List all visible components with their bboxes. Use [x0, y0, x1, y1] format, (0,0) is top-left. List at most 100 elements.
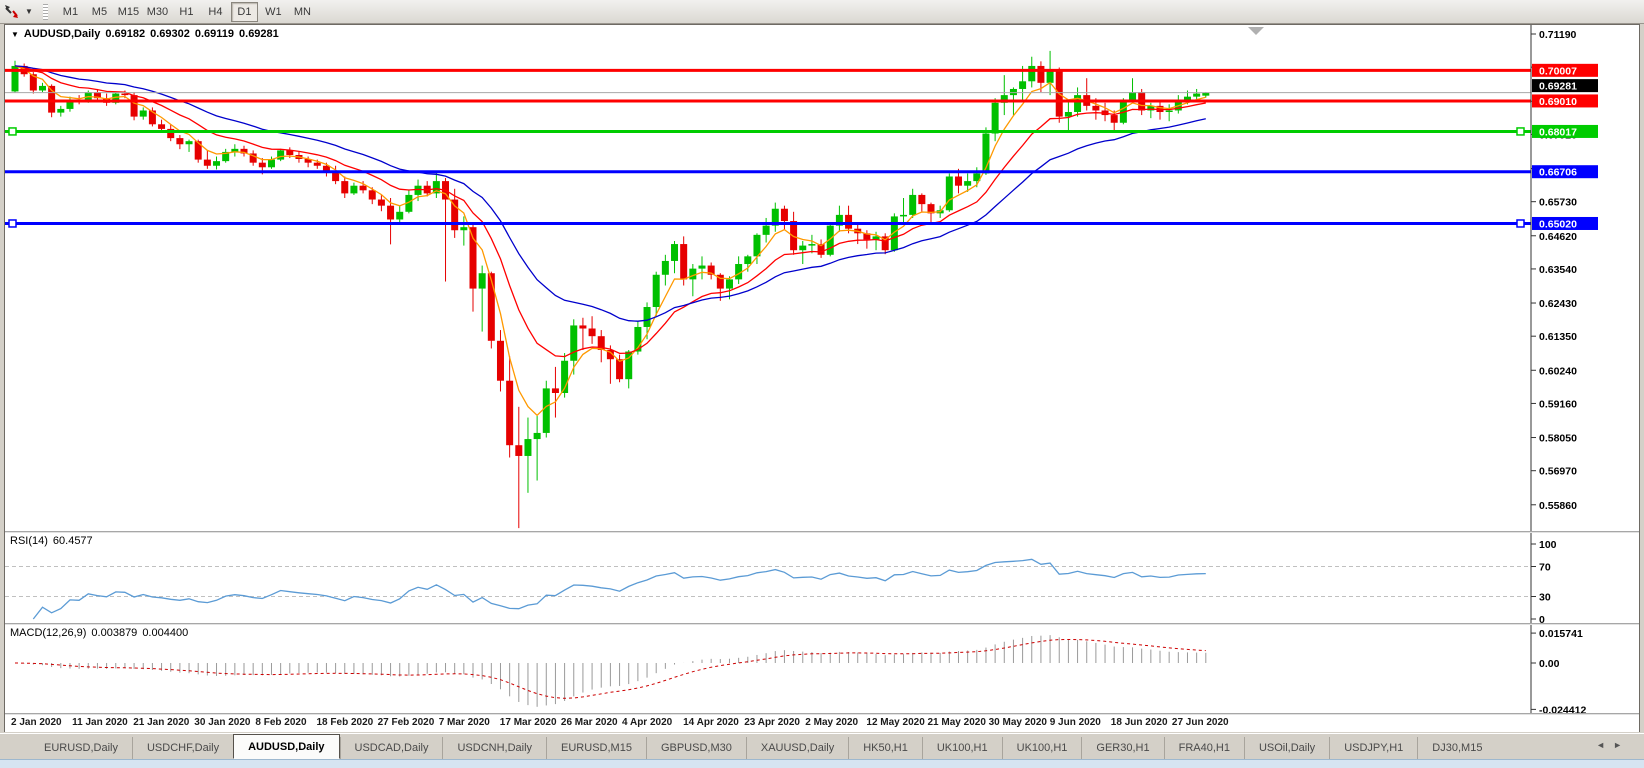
candle-body — [579, 325, 587, 329]
chart-tab-usdjpy-h1[interactable]: USDJPY,H1 — [1329, 737, 1417, 759]
line-drag-handle[interactable] — [1516, 219, 1525, 228]
candle-body — [158, 124, 166, 129]
rsi-plot[interactable]: 100 70 30 0 — [5, 533, 1639, 623]
price-axis-tick-label: 0.63540 — [1539, 264, 1577, 276]
tab-scroll-right-arrow-icon[interactable]: ► — [1613, 740, 1630, 750]
price-tag — [1532, 63, 1598, 77]
timeframes-toolbar-button[interactable]: ▼ — [0, 4, 39, 20]
chart-tab-bar: EURUSD,Daily USDCHF,Daily AUDUSD,Daily USDC… — [0, 733, 1644, 759]
chart-tab-usdcad-daily[interactable]: USDCAD,Daily — [339, 737, 443, 759]
candle-body — [414, 185, 422, 195]
main-chart-pane[interactable]: 0.711900.701100.690000.679200.668100.657… — [5, 25, 1639, 531]
candle-body — [1129, 92, 1137, 100]
candle-body — [460, 227, 468, 231]
candle-body — [38, 85, 46, 91]
timeframe-button-h4[interactable]: H4 — [208, 5, 223, 18]
rsi-indicator-pane[interactable]: 100 70 30 0 RSI(14) 60.4577 — [5, 533, 1639, 623]
price-tag — [1532, 216, 1598, 230]
pane-divider[interactable] — [5, 713, 1639, 715]
rsi-axis-tick-label: 100 — [1539, 539, 1557, 551]
candle-body — [964, 181, 972, 186]
timeframe-button-m1[interactable]: M1 — [62, 5, 79, 18]
ohlc-close: 0.69281 — [239, 28, 279, 40]
candle-body — [1019, 81, 1027, 89]
macd-plot[interactable]: 0.015741 0.00 -0.024412 — [5, 625, 1639, 713]
chart-tab-hk50-h1[interactable]: HK50,H1 — [848, 737, 922, 759]
time-axis-label: 18 Feb 2020 — [316, 717, 374, 728]
time-axis[interactable]: 2 Jan 2020 11 Jan 2020 21 Jan 2020 30 Jan 2… — [5, 715, 1639, 732]
candle-body — [304, 158, 312, 163]
chart-tab-usdchf-daily[interactable]: USDCHF,Daily — [131, 737, 233, 759]
price-axis-tick-label: 0.65730 — [1539, 197, 1577, 209]
candle-body — [1147, 105, 1155, 111]
price-axis-tick-label: 0.62430 — [1539, 298, 1577, 310]
chart-shift-marker[interactable] — [1248, 27, 1264, 35]
macd-indicator-pane[interactable]: 0.015741 0.00 -0.024412 MACD(12,26,9) 0.003… — [5, 625, 1639, 713]
macd-axis-tick-label: 0.015741 — [1539, 628, 1583, 640]
candle-body — [551, 388, 559, 393]
candle-body — [716, 274, 724, 289]
moving-average-line — [14, 65, 1206, 322]
line-drag-handle[interactable] — [1516, 127, 1525, 136]
timeframe-button-mn[interactable]: MN — [293, 5, 311, 18]
candle-body — [744, 256, 752, 265]
timeframe-button-d1[interactable]: D1 — [230, 1, 258, 22]
candle-body — [524, 439, 532, 456]
timeframe-button-m30[interactable]: M30 — [146, 5, 169, 18]
candle-body — [313, 162, 321, 166]
candle-body — [286, 150, 294, 155]
candle-body — [267, 159, 275, 168]
chart-tab-eurusd-m15[interactable]: EURUSD,M15 — [546, 737, 646, 759]
chart-tab-uk100-h1[interactable]: UK100,H1 — [921, 737, 1002, 759]
candle-body — [1074, 95, 1082, 113]
ohlc-low: 0.69119 — [194, 28, 235, 40]
chart-tab-ger30-h1[interactable]: GER30,H1 — [1081, 737, 1163, 759]
candle-body — [881, 236, 889, 251]
rsi-axis-tick-label: 30 — [1539, 592, 1551, 604]
candle-body — [405, 194, 413, 212]
one-click-trading-toggle-icon[interactable]: ▼ — [11, 30, 19, 39]
time-axis-label: 21 Jan 2020 — [133, 717, 190, 728]
timeframe-button-w1[interactable]: W1 — [265, 5, 282, 18]
candle-body — [570, 325, 578, 361]
chart-tab-fra40-h1[interactable]: FRA40,H1 — [1163, 737, 1244, 759]
price-tag — [1532, 165, 1598, 179]
tab-scroll-left-arrow-icon[interactable]: ◄ — [1596, 740, 1614, 750]
timeframe-button-m15[interactable]: M15 — [117, 5, 140, 18]
candle-body — [478, 273, 486, 289]
pane-divider[interactable] — [5, 531, 1639, 533]
candle-body — [194, 141, 202, 160]
chart-tab-eurusd-daily[interactable]: EURUSD,Daily — [44, 742, 118, 754]
chart-tab-dj30-m15[interactable]: DJ30,M15 — [1417, 737, 1496, 759]
chart-tab-usdcnh-daily[interactable]: USDCNH,Daily — [442, 737, 546, 759]
chart-tab-gbpusd-m30[interactable]: GBPUSD,M30 — [645, 737, 746, 759]
candle-body — [991, 102, 999, 134]
candle-body — [790, 221, 798, 251]
line-drag-handle[interactable] — [8, 219, 17, 228]
chart-tab-audusd-daily[interactable]: AUDUSD,Daily — [233, 734, 340, 759]
chart-tab-uk100-h1[interactable]: UK100,H1 — [1001, 737, 1082, 759]
timeframe-button-m5[interactable]: M5 — [91, 5, 108, 18]
rsi-axis-tick-label: 70 — [1539, 562, 1551, 574]
candle-body — [890, 216, 898, 251]
candle-body — [368, 190, 376, 200]
candle-body — [213, 161, 221, 166]
pane-divider[interactable] — [5, 623, 1639, 625]
timeframe-button-h1[interactable]: H1 — [179, 5, 194, 18]
toolbar-grip-handle[interactable] — [42, 3, 48, 20]
tab-scroll-arrows[interactable]: ◄► — [1596, 740, 1630, 750]
time-axis-label: 18 Jun 2020 — [1110, 717, 1168, 728]
line-drag-handle[interactable] — [8, 127, 17, 136]
candle-body — [341, 181, 349, 194]
candle-body — [432, 181, 440, 194]
chart-tab-xauusd-daily[interactable]: XAUUSD,Daily — [745, 737, 848, 759]
price-tag-label: 0.69010 — [1539, 96, 1577, 108]
chart-tab-usoil-daily[interactable]: USOil,Daily — [1243, 737, 1329, 759]
macd-signal-line — [14, 638, 1206, 699]
candle-body — [808, 244, 816, 246]
candle-body — [231, 148, 239, 152]
candles-layer — [11, 50, 1210, 529]
price-chart-plot[interactable]: 0.711900.701100.690000.679200.668100.657… — [5, 25, 1639, 531]
candle-body — [725, 279, 733, 289]
toolbar-dropdown-caret-icon[interactable]: ▼ — [25, 7, 33, 16]
